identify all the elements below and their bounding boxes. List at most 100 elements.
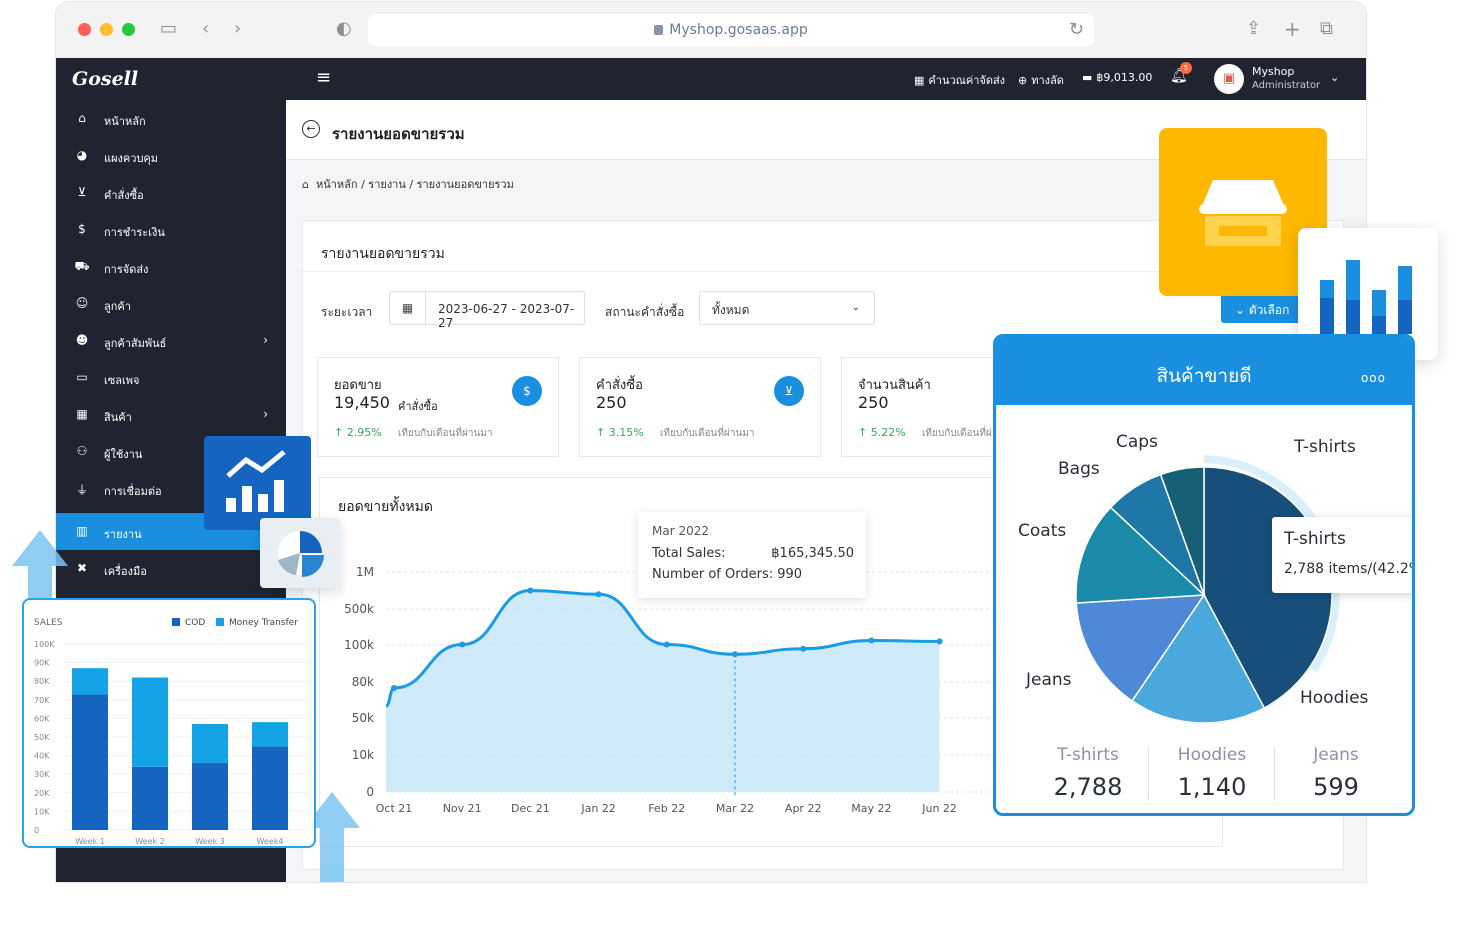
bar-chart-svg: 100K 90K 80K 70K 60K 50K 40K 30K 20K 10K 0 Week 1 We… (34, 640, 308, 846)
stat-compare: เทียบกับเดือนที่ผ่า (922, 428, 998, 439)
wallet-icon: ▬ (1082, 71, 1093, 84)
menu-icon[interactable]: ≡ (316, 67, 332, 88)
x-tick-label: Jan 22 (580, 802, 615, 815)
y-tick-label: 100K (34, 640, 55, 649)
y-tick-label: 60K (34, 714, 50, 723)
forward-icon[interactable]: › (234, 18, 242, 39)
tools-icon: ✖ (76, 561, 88, 575)
y-tick-label: 500k (344, 602, 374, 616)
date-range-picker[interactable]: ▦ 2023-06-27 - 2023-07-27 (389, 291, 585, 330)
stat-value: 250 (596, 393, 627, 412)
y-tick-label: 10K (34, 807, 50, 816)
new-tab-icon[interactable]: + (1284, 17, 1301, 41)
store-icon (1159, 128, 1327, 296)
shipping-calc-link[interactable]: ▦ คำนวณค่าจัดส่ง (914, 74, 1006, 87)
users-icon: ☺ (75, 296, 89, 310)
breadcrumb-text[interactable]: หน้าหลัก / รายงาน / รายงานยอดขายรวม (315, 178, 514, 191)
card-title: รายงานยอดขายรวม (321, 246, 445, 262)
area-fill (386, 590, 940, 792)
data-point (595, 591, 602, 598)
address-bar[interactable]: Myshop.gosaas.app ↻ (368, 14, 1094, 46)
report-icon: ▥ (76, 524, 88, 538)
money-bag-icon: $ (512, 376, 542, 406)
sidebar-item-crm[interactable]: ☻ ลูกค้าสัมพันธ์ › (75, 333, 268, 350)
sidebar-item-dashboard[interactable]: ◕ แผงควบคุม (56, 137, 286, 174)
calculator-icon: ▦ (914, 74, 925, 87)
status-select[interactable]: ทั้งหมด ⌄ (699, 291, 875, 325)
stat-pct: ↑ 2.95% (334, 426, 382, 439)
chevron-down-icon: ⌄ (851, 302, 860, 313)
more-icon[interactable]: ooo (1360, 371, 1386, 385)
close-window-button[interactable] (78, 23, 91, 36)
pie-slice-hoodies (1131, 593, 1266, 724)
avatar[interactable]: ▣ (1214, 64, 1244, 94)
shortcut-link[interactable]: ⊕ ทางลัด (1018, 74, 1064, 87)
sidebar-item-integrations[interactable]: ⏚ การเชื่อมต่อ (75, 483, 162, 498)
sales-chart-title: SALES (34, 618, 63, 628)
y-tick-label: 50k (352, 711, 374, 725)
sidebar-item-tools[interactable]: ✖ เครื่องมือ (56, 550, 286, 587)
back-icon[interactable]: ‹ (202, 18, 210, 39)
page-title: รายงานยอดขายรวม (332, 125, 465, 143)
y-tick-label: 10k (352, 748, 374, 762)
cart-icon: ⊻ (77, 185, 87, 199)
sidebar-item-payments[interactable]: $ การชำระเงิน (56, 211, 286, 248)
x-tick-label: Mar 22 (716, 802, 754, 815)
truck-icon: ⛟ (74, 259, 90, 273)
maximize-window-button[interactable] (122, 23, 135, 36)
tooltip-orders: Number of Orders: 990 (652, 567, 803, 582)
breadcrumb: ⌂ หน้าหลัก / รายงาน / รายงานยอดขายรวม (302, 175, 514, 193)
balance-link[interactable]: ▬ ฿9,013.00 (1082, 71, 1153, 84)
boxes-icon: ▦ (76, 407, 88, 421)
data-point (800, 645, 807, 652)
pie-tooltip-name: T-shirts (1284, 529, 1346, 549)
shop-role: Administrator (1252, 80, 1321, 91)
sidebar-item-orders[interactable]: ⊻ คำสั่งซื้อ (56, 174, 286, 211)
sidebar-item-home[interactable]: ⌂ หน้าหลัก (56, 100, 286, 137)
stat-card-sales: ยอดขาย 19,450 คำสั่งซื้อ ↑ 2.95% เทียบกั… (317, 357, 559, 457)
app-header: Gosell ≡ ▦ คำนวณค่าจัดส่ง ⊕ ทางลัด ▬ ฿9,013… (56, 58, 1366, 100)
home-icon[interactable]: ⌂ (302, 178, 309, 191)
pie-label-hoodies: Hoodies (1300, 688, 1369, 708)
sidebar-item-salepage[interactable]: ▭ เซลเพจ (56, 359, 286, 396)
lock-icon (654, 25, 664, 35)
browser-chrome: ▭ ‹ › ◐ Myshop.gosaas.app ↻ ⇪ + ⧉ (56, 2, 1366, 58)
divider (1148, 747, 1149, 801)
data-point (936, 638, 943, 645)
chevron-down-icon[interactable]: ⌄ (1330, 71, 1340, 84)
bar-cod (252, 746, 288, 830)
sidebar-item-shipping[interactable]: ⛟ การจัดส่ง (74, 259, 149, 276)
summary-hoodies: Hoodies 1,140 (1177, 745, 1247, 801)
x-tick-label: Jun 22 (921, 802, 957, 815)
y-tick-label: 1M (356, 565, 374, 579)
pie-label-bags: Bags (1058, 459, 1100, 479)
stat-pct: ↑ 3.15% (596, 426, 644, 439)
bar-cod (132, 766, 168, 830)
tabs-overview-icon[interactable]: ⧉ (1320, 18, 1333, 39)
data-point (663, 641, 670, 648)
pie-tooltip-detail: 2,788 items/(42.2%) (1284, 561, 1415, 577)
pie-label-tshirts: T-shirts (1294, 437, 1356, 457)
tooltip-sales-value: ฿165,345.50 (771, 546, 854, 561)
top-products-header: สินค้าขายดี ooo (996, 337, 1412, 405)
salepage-icon: ▭ (76, 370, 88, 384)
back-arrow-icon[interactable]: ← (302, 120, 320, 138)
minimize-window-button[interactable] (100, 23, 113, 36)
date-range-value: 2023-06-27 - 2023-07-27 (438, 302, 575, 330)
summary-tshirts: T-shirts 2,788 (1053, 745, 1123, 801)
reload-icon[interactable]: ↻ (1068, 19, 1084, 40)
sidebar-item-users[interactable]: ⚇ ผู้ใช้งาน (56, 433, 286, 470)
sidebar-item-customers[interactable]: ☺ ลูกค้า (75, 296, 131, 313)
sidebar-item-products[interactable]: ▦ สินค้า › (56, 396, 286, 433)
shield-icon[interactable]: ◐ (336, 18, 352, 39)
share-icon[interactable]: ⇪ (1246, 18, 1262, 39)
y-tick-label: 100k (344, 638, 374, 652)
dollar-icon: $ (78, 222, 86, 236)
x-tick-label: Week 3 (195, 837, 225, 846)
sidebar-toggle-icon[interactable]: ▭ (160, 18, 178, 39)
stat-compare: เทียบกับเดือนที่ผ่านมา (398, 428, 493, 439)
chart-tooltip: Mar 2022 Total Sales: ฿165,345.50 Number… (638, 512, 866, 598)
analytics-icon (204, 436, 311, 530)
stat-pct: ↑ 5.22% (858, 426, 906, 439)
stat-sub: คำสั่งซื้อ (398, 400, 438, 413)
